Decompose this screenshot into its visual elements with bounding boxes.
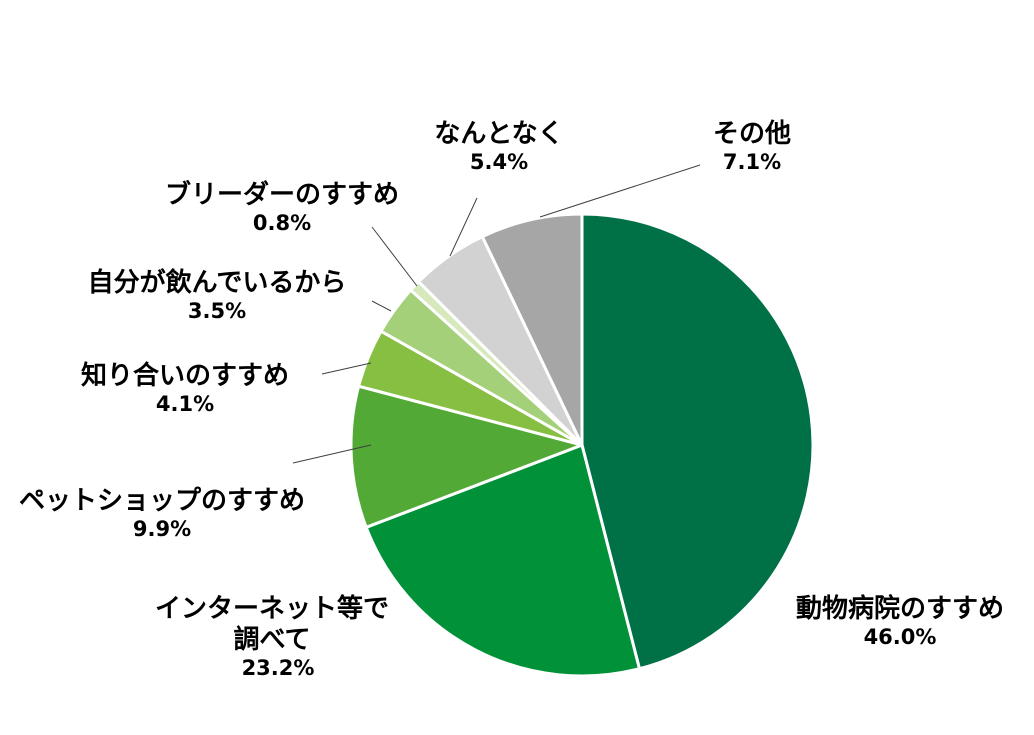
- slice-label-breeder: ブリーダーのすすめ: [165, 179, 399, 210]
- slice-value-nantonaku: 5.4%: [470, 150, 528, 174]
- pie-slice-other: [480, 212, 584, 447]
- leader-line-petshop: [292, 444, 372, 464]
- slice-value-friend: 4.1%: [156, 392, 214, 416]
- leader-line-other: [539, 164, 701, 218]
- slice-label-friend: 知り合いのすすめ: [81, 360, 289, 391]
- slice-value-internet: 23.2%: [242, 656, 315, 680]
- leader-lines-layer: [292, 164, 701, 464]
- slice-label-nantonaku: なんとなく: [434, 119, 563, 149]
- slice-label-other: その他: [713, 119, 791, 149]
- pie-slice-vet: [580, 212, 815, 671]
- slice-label-petshop: ペットショップのすすめ: [19, 486, 305, 516]
- slice-label-bar: 自分が飲んでいるから: [88, 267, 347, 298]
- leader-line-nantonaku: [449, 197, 478, 257]
- slice-value-petshop: 9.9%: [133, 517, 191, 541]
- slice-value-other: 7.1%: [723, 150, 781, 174]
- slice-label-internet-line-2: 調べて: [234, 624, 311, 655]
- slice-label-internet-line-1: インターネット等で: [155, 593, 389, 624]
- slice-value-vet: 46.0%: [864, 625, 937, 649]
- slices-layer: [349, 212, 815, 678]
- slice-value-breeder: 0.8%: [253, 211, 311, 235]
- leader-line-friend: [321, 362, 372, 375]
- leader-line-bar: [371, 300, 392, 312]
- leader-line-breeder: [371, 226, 418, 287]
- slice-value-bar: 3.5%: [188, 299, 246, 323]
- pie-slice-petshop: [349, 384, 584, 529]
- slice-label-vet: 動物病院のすすめ: [796, 593, 1004, 624]
